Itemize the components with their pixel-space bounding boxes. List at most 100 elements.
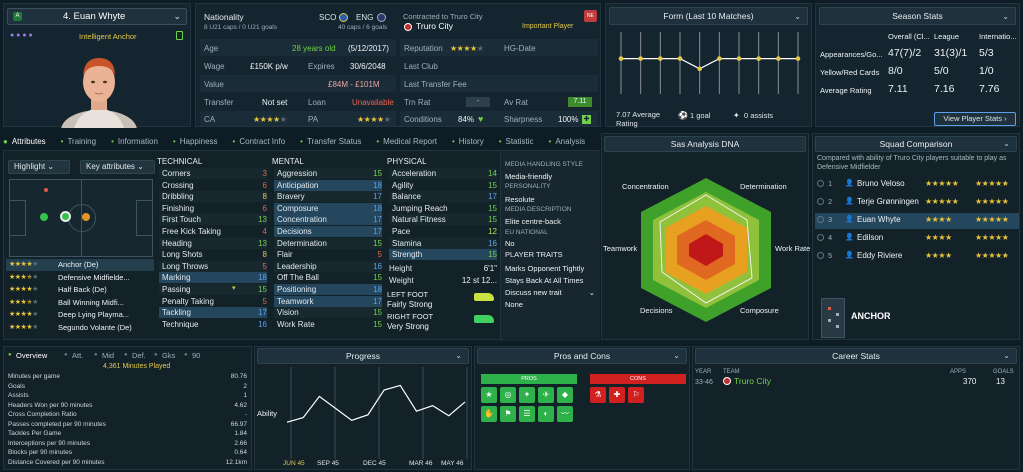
pro-attribute-icon[interactable]: ✋ <box>481 406 497 422</box>
career-header[interactable]: Career Stats ⌄ <box>695 348 1017 364</box>
squad-player-name: Euan Whyte <box>857 215 901 224</box>
overview-tab-att[interactable]: Att. <box>72 351 84 360</box>
pro-attribute-icon[interactable]: ✦ <box>519 387 535 403</box>
radio-icon <box>817 252 824 259</box>
attr-name: Pace <box>392 227 411 236</box>
discuss-trait-dropdown[interactable]: Discuss new trait ⌄ <box>505 287 599 298</box>
ca-stars: ★★★★★ <box>253 115 287 124</box>
form-point[interactable] <box>736 56 742 61</box>
attr-name: Penalty Taking <box>162 296 214 306</box>
season-header[interactable]: Season Stats ⌄ <box>819 7 1016 25</box>
pro-attribute-icon[interactable]: ✈ <box>538 387 554 403</box>
overview-tab-90[interactable]: 90 <box>192 351 201 360</box>
tab-separator: • <box>111 137 114 146</box>
attr-row-finishing: Finishing 6 <box>159 203 267 214</box>
highlight-dropdown[interactable]: Highlight ⌄ <box>8 160 70 174</box>
traits-title: PLAYER TRAITS <box>505 250 563 259</box>
tab-information[interactable]: Information <box>117 137 158 146</box>
overview-tab-def[interactable]: Def. <box>132 351 146 360</box>
pro-attribute-icon[interactable]: 〰 <box>557 406 573 422</box>
tab-training[interactable]: Training <box>67 137 97 146</box>
squad-player-row[interactable]: 5 👤 Eddy Riviere ★★★★ ★★★★★ <box>815 249 1019 265</box>
tab-contract-info[interactable]: Contract Info <box>239 137 286 146</box>
squad-player-row[interactable]: 3 👤 Euan Whyte ★★★★ ★★★★★ <box>815 213 1019 229</box>
overview-tab-mid[interactable]: Mid <box>102 351 115 360</box>
con-attribute-icon[interactable]: ⚐ <box>628 387 644 403</box>
overview-radio-icon[interactable]: ● <box>8 352 12 358</box>
pro-attribute-icon[interactable]: ☰ <box>519 406 535 422</box>
form-point[interactable] <box>677 56 683 61</box>
contract-club[interactable]: Truro City <box>416 21 453 31</box>
chevron-down-icon: ⌄ <box>673 351 680 360</box>
key-attributes-dropdown[interactable]: Key attributes ⌄ <box>80 160 155 174</box>
radio-icon <box>817 180 824 187</box>
pro-attribute-icon[interactable]: ◎ <box>500 387 516 403</box>
player-role-label: Intelligent Anchor <box>79 32 137 41</box>
pro-attribute-icon[interactable]: ★ <box>481 387 497 403</box>
role-name: Anchor (De) <box>58 260 99 269</box>
role-row[interactable]: ★★★★★ Deep Lying Playma... <box>6 309 154 321</box>
tab-transfer-status[interactable]: Transfer Status <box>306 137 362 146</box>
form-point[interactable] <box>618 56 624 61</box>
squad-comparison-header[interactable]: Squad Comparison ⌄ <box>815 136 1017 152</box>
form-point[interactable] <box>717 56 722 61</box>
left-foot-value: Fairly Strong <box>387 300 433 309</box>
tab-happiness[interactable]: Happiness <box>179 137 218 146</box>
tab-medical-report[interactable]: Medical Report <box>383 137 437 146</box>
attr-value: 15 <box>488 250 497 260</box>
attr-value: 18 <box>373 180 382 190</box>
form-point[interactable] <box>697 66 702 72</box>
attr-row-determination: Determination 15 <box>274 237 382 249</box>
overview-radio-icon[interactable]: ● <box>64 352 68 358</box>
key-attr-label: Key attributes <box>86 162 135 171</box>
form-point[interactable] <box>795 56 801 61</box>
role-row[interactable]: ★★★★★ Segundo Volante (De) <box>6 322 154 334</box>
form-header[interactable]: Form (Last 10 Matches) ⌄ <box>609 7 808 25</box>
form-point[interactable] <box>638 56 643 61</box>
role-row[interactable]: ★★★★★ Defensive Midfielde... <box>6 272 154 284</box>
squad-player-row[interactable]: 2 👤 Terje Grønningen ★★★★★ ★★★★★ <box>815 195 1019 211</box>
form-point[interactable] <box>658 56 663 61</box>
view-player-stats-button[interactable]: View Player Stats › <box>934 112 1016 126</box>
form-point[interactable] <box>756 56 761 61</box>
profile-card: A 4. Euan Whyte ⌄ ● ● ● ● Intelligent An… <box>3 3 191 128</box>
attr-name: Leadership <box>277 261 317 271</box>
pro-attribute-icon[interactable]: ◆ <box>557 387 573 403</box>
season-row-intl: 1/0 <box>979 65 994 77</box>
tab-history[interactable]: History <box>458 137 484 146</box>
tab-attributes[interactable]: Attributes <box>11 137 46 146</box>
attr-name: Balance <box>392 192 421 202</box>
tab-statistic[interactable]: Statistic <box>505 137 534 146</box>
pro-attribute-icon[interactable]: ⚑ <box>500 406 516 422</box>
profile-name-dropdown[interactable]: A 4. Euan Whyte ⌄ <box>7 8 187 25</box>
form-point[interactable] <box>776 56 781 61</box>
overview-tab-gks[interactable]: Gks <box>162 351 176 360</box>
attr-value: 17 <box>258 308 267 318</box>
pro-attribute-icon[interactable]: ◐ <box>538 406 554 422</box>
overview-radio-icon[interactable]: ● <box>124 352 128 358</box>
progress-header[interactable]: Progress ⌄ <box>257 348 469 364</box>
overview-radio-icon[interactable]: ● <box>94 352 98 358</box>
clipboard-icon[interactable] <box>176 31 183 40</box>
dna-label-decisions: Decisions <box>640 306 673 315</box>
squad-player-row[interactable]: 4 👤 Edilson ★★★★ ★★★★★ <box>815 231 1019 247</box>
attr-row-decisions: Decisions 17 <box>274 226 382 237</box>
attr-name: First Touch <box>162 215 201 225</box>
con-attribute-icon[interactable]: ⚗ <box>590 387 606 403</box>
pros-cons-header[interactable]: Pros and Cons ⌄ <box>477 348 687 364</box>
career-team[interactable]: Truro City <box>734 376 771 386</box>
overview-tab-overview[interactable]: Overview <box>16 351 48 360</box>
cons-label: CONS <box>590 374 686 384</box>
role-row[interactable]: ★★★★★ Ball Winning Midfi... <box>6 297 154 309</box>
con-attribute-icon[interactable]: ✚ <box>609 387 625 403</box>
overview-radio-icon[interactable]: ● <box>184 352 188 358</box>
tab-analysis[interactable]: Analysis <box>555 137 586 146</box>
career-year: 33-46 <box>695 379 713 386</box>
overview-radio-icon[interactable]: ● <box>154 352 158 358</box>
role-row[interactable]: ★★★★★ Anchor (De) <box>6 259 154 271</box>
role-row[interactable]: ★★★★★ Half Back (De) <box>6 284 154 296</box>
progress-month-label: JUN 45 <box>283 460 305 467</box>
attr-row-first-touch: First Touch 13 <box>159 214 267 226</box>
squad-player-row[interactable]: 1 👤 Bruno Veloso ★★★★★ ★★★★★ <box>815 177 1019 193</box>
overview-stat-label: Assists <box>8 392 29 399</box>
